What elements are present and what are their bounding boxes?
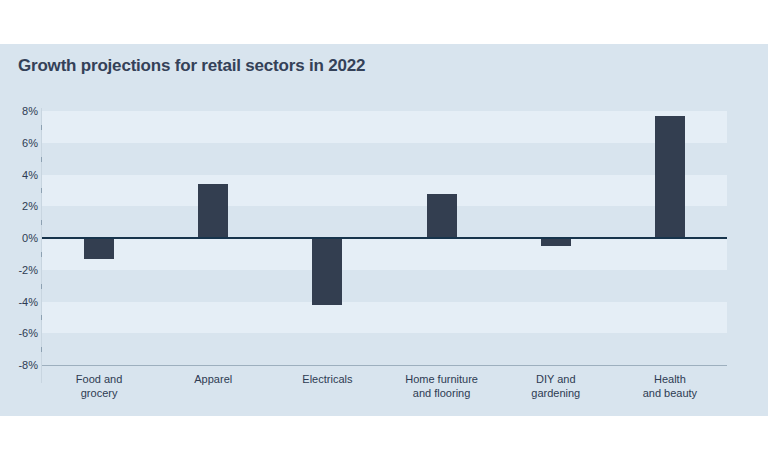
grid-band: [42, 302, 727, 334]
x-axis-label: DIY andgardening: [499, 372, 613, 400]
y-minor-tick: [41, 315, 42, 320]
x-axis-label-line: and beauty: [613, 386, 727, 400]
y-minor-tick: [41, 220, 42, 225]
bar: [198, 184, 228, 238]
bar: [655, 116, 685, 238]
y-axis-label: 4%: [6, 169, 38, 181]
y-axis-label: -8%: [6, 359, 38, 371]
x-axis-label: Food andgrocery: [42, 372, 156, 400]
bar: [84, 238, 114, 259]
y-minor-tick: [41, 157, 42, 162]
x-axis-label: Home furnitureand flooring: [385, 372, 499, 400]
x-axis-line: [42, 365, 727, 366]
x-axis-label-line: Apparel: [156, 372, 270, 386]
x-axis-label: Electricals: [270, 372, 384, 386]
y-axis-line: [41, 108, 42, 383]
zero-axis-line: [42, 237, 727, 239]
x-axis-label-line: and flooring: [385, 386, 499, 400]
y-axis-label: 0%: [6, 232, 38, 244]
y-minor-tick: [41, 284, 42, 289]
x-axis-label: Healthand beauty: [613, 372, 727, 400]
x-axis-label-line: gardening: [499, 386, 613, 400]
x-axis-label-line: grocery: [42, 386, 156, 400]
y-minor-tick: [41, 347, 42, 352]
page: Growth projections for retail sectors in…: [0, 0, 768, 471]
x-axis-label-line: Food and: [42, 372, 156, 386]
y-minor-tick: [41, 188, 42, 193]
plot-area: 8% 6% 4% 2% 0% -2% -4% -6% -8% Food andgroceryApp…: [0, 44, 768, 416]
y-axis-label: 6%: [6, 137, 38, 149]
bar: [312, 238, 342, 305]
y-minor-tick: [41, 125, 42, 130]
y-axis-label: 2%: [6, 200, 38, 212]
x-axis-label: Apparel: [156, 372, 270, 386]
x-axis-label-line: Home furniture: [385, 372, 499, 386]
x-axis-label-line: Health: [613, 372, 727, 386]
y-axis-label: 8%: [6, 105, 38, 117]
y-minor-tick: [41, 252, 42, 257]
y-axis-label: -4%: [6, 296, 38, 308]
x-axis-label-line: DIY and: [499, 372, 613, 386]
y-axis-label: -2%: [6, 264, 38, 276]
chart-card: Growth projections for retail sectors in…: [0, 44, 768, 416]
bar: [541, 238, 571, 246]
grid-band: [42, 238, 727, 270]
x-axis-label-line: Electricals: [270, 372, 384, 386]
bar: [427, 194, 457, 238]
grid-band: [42, 175, 727, 207]
y-axis-label: -6%: [6, 327, 38, 339]
grid-band: [42, 111, 727, 143]
